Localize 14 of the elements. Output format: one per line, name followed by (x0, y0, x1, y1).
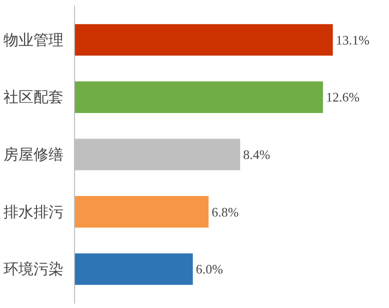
data-label: 6.8% (212, 204, 239, 220)
data-label: 13.1% (336, 32, 370, 48)
bar (74, 196, 209, 228)
y-tick-label: 环境污染 (4, 260, 64, 278)
y-tick-label: 排水排污 (4, 202, 64, 221)
y-tick-label: 社区配套 (4, 88, 64, 106)
y-tick-label: 物业管理 (4, 30, 64, 49)
bar (74, 81, 323, 113)
data-label: 8.4% (243, 147, 270, 162)
data-label: 6.0% (196, 262, 224, 277)
y-tick-label: 房屋修缮 (4, 146, 64, 164)
data-label: 12.6% (326, 90, 360, 105)
bar (74, 253, 193, 285)
bar (74, 24, 333, 56)
